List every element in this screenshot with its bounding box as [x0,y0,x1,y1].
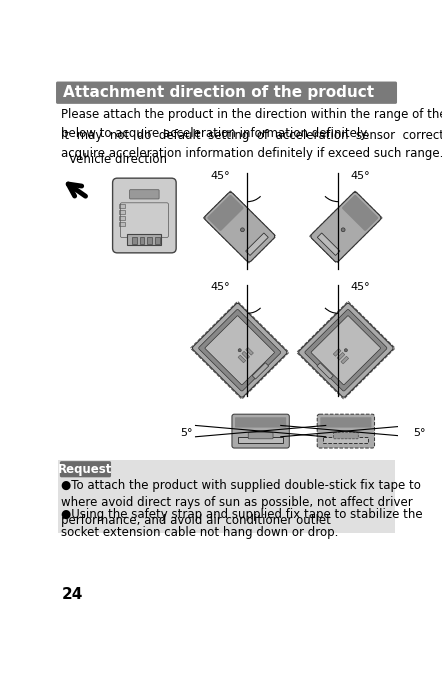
Bar [132,238,137,244]
Bar [246,233,268,256]
FancyBboxPatch shape [342,195,378,231]
FancyBboxPatch shape [60,461,111,477]
Bar [252,363,269,379]
Text: It  may  not  do  default  setting  of  acceleration  sensor  correctly  or  not: It may not do default setting of acceler… [61,129,442,160]
Bar [242,351,250,359]
FancyBboxPatch shape [311,192,381,262]
FancyBboxPatch shape [205,192,275,262]
Bar [119,223,125,226]
Bar [317,233,340,256]
Bar [191,302,289,399]
FancyBboxPatch shape [205,316,274,385]
FancyBboxPatch shape [198,310,281,391]
Bar [119,216,125,220]
Text: 45°: 45° [351,171,370,181]
Bar [238,437,283,443]
Bar [127,234,161,245]
Text: 5°: 5° [413,429,426,438]
Ellipse shape [341,228,345,232]
Bar [341,356,349,364]
Text: ●To attach the product with supplied double-stick fix tape to
where avoid direct: ●To attach the product with supplied dou… [61,479,421,527]
Bar [140,238,145,244]
Bar [203,191,276,263]
FancyBboxPatch shape [232,414,290,448]
Text: 45°: 45° [351,283,370,293]
FancyBboxPatch shape [113,178,176,253]
FancyBboxPatch shape [311,316,381,385]
FancyBboxPatch shape [207,195,244,231]
Text: Attachment direction of the product: Attachment direction of the product [63,85,374,100]
FancyBboxPatch shape [317,414,374,448]
Text: Vehicle direction: Vehicle direction [69,153,167,166]
Ellipse shape [344,349,347,352]
Text: 24: 24 [61,588,83,602]
Bar [324,437,368,443]
Text: 45°: 45° [210,283,230,293]
Bar [317,363,333,379]
FancyBboxPatch shape [56,81,397,104]
Text: Please attach the product in the direction within the range of the chart
below t: Please attach the product in the directi… [61,108,442,140]
FancyBboxPatch shape [333,433,358,439]
Bar [119,204,125,208]
Bar [119,210,125,214]
Bar [155,238,160,244]
FancyBboxPatch shape [235,417,286,427]
Bar [333,349,341,356]
FancyBboxPatch shape [248,433,273,439]
FancyBboxPatch shape [130,190,159,199]
Bar [297,302,395,399]
Bar [246,347,253,355]
Text: Request: Request [58,463,113,476]
Bar [337,353,345,360]
Text: 5°: 5° [180,429,193,438]
FancyBboxPatch shape [192,304,287,397]
Bar [58,460,395,533]
Text: ●Using the safety strap and supplied fix tape to stabilize the
socket extension : ●Using the safety strap and supplied fix… [61,508,423,538]
Ellipse shape [240,228,244,232]
FancyBboxPatch shape [298,304,393,397]
Ellipse shape [238,349,241,352]
Bar [148,238,152,244]
Text: 45°: 45° [210,171,230,181]
Bar [310,191,382,263]
Bar [238,355,246,363]
FancyBboxPatch shape [320,417,371,427]
FancyBboxPatch shape [305,310,387,391]
